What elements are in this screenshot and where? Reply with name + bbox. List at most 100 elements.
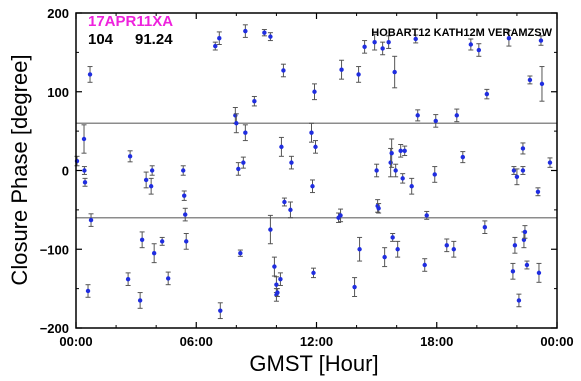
point-marker [510, 269, 516, 274]
data-point [148, 177, 154, 195]
point-marker [451, 247, 456, 252]
point-marker [309, 130, 314, 135]
point-marker [288, 207, 293, 213]
y-tick-label: 200 [47, 6, 69, 21]
value-label: 91.24 [135, 31, 173, 48]
point-marker [395, 247, 400, 252]
data-point [522, 225, 528, 239]
data-point [514, 168, 520, 186]
data-point [87, 66, 93, 83]
point-marker [514, 174, 520, 179]
point-marker [524, 262, 530, 268]
data-point [137, 292, 143, 309]
experiment-label: 17APR11XA [88, 13, 173, 30]
data-point [454, 108, 460, 123]
point-marker [389, 150, 394, 156]
point-marker [535, 189, 541, 194]
point-marker [356, 72, 361, 77]
data-point [524, 260, 530, 270]
data-point [484, 88, 490, 100]
data-point [267, 214, 273, 245]
data-point [277, 272, 283, 286]
point-marker [409, 184, 414, 189]
data-point [81, 166, 87, 175]
point-marker [433, 118, 438, 124]
data-point [521, 231, 527, 249]
point-marker [81, 136, 87, 142]
data-point [512, 236, 518, 254]
point-marker [236, 166, 241, 172]
point-marker [243, 28, 248, 34]
data-point [451, 240, 457, 258]
data-point [527, 75, 533, 85]
y-tick-label: −200 [40, 321, 69, 336]
point-marker [392, 69, 397, 75]
point-marker [393, 168, 398, 173]
point-marker [268, 227, 273, 232]
data-point [85, 284, 91, 298]
point-marker [127, 154, 133, 159]
data-point [535, 187, 541, 197]
data-point [235, 162, 241, 176]
point-marker [82, 168, 87, 173]
point-marker [310, 184, 315, 189]
data-point [390, 233, 396, 242]
point-marker [380, 46, 385, 51]
data-point [151, 243, 157, 264]
point-marker [243, 130, 248, 135]
point-marker [149, 168, 155, 173]
data-point [398, 144, 404, 158]
point-marker [279, 144, 284, 150]
data-point [311, 83, 317, 101]
point-marker [339, 67, 344, 72]
data-point [82, 177, 88, 187]
point-marker [311, 270, 316, 276]
point-marker [372, 39, 377, 45]
point-marker [424, 213, 429, 218]
point-marker [468, 42, 474, 47]
point-marker [520, 146, 526, 151]
point-marker [400, 176, 405, 181]
data-point [409, 177, 415, 195]
point-marker [506, 36, 512, 41]
x-tick-label: 00:00 [540, 334, 573, 349]
data-point [242, 124, 248, 142]
baselines-label: HOBART12 KATH12M VERAMZSW [371, 27, 552, 39]
data-point [520, 142, 526, 155]
data-point [380, 41, 386, 56]
data-point [468, 38, 474, 51]
point-marker [432, 172, 437, 177]
data-point [267, 32, 273, 42]
data-point [217, 302, 223, 320]
data-point [237, 249, 243, 257]
point-marker [82, 180, 88, 185]
plot-frame [75, 12, 558, 329]
point-marker [165, 276, 171, 281]
x-tick-label: 00:00 [59, 334, 92, 349]
point-marker [289, 160, 294, 165]
point-marker [151, 250, 157, 256]
data-point [362, 40, 368, 54]
data-point [212, 41, 218, 51]
data-point [539, 66, 545, 102]
point-marker [536, 270, 542, 276]
point-marker [376, 206, 381, 211]
data-point [81, 124, 87, 154]
point-marker [390, 235, 395, 240]
data-point [312, 140, 318, 154]
data-point [444, 238, 450, 253]
point-marker [262, 30, 267, 35]
data-point [308, 122, 314, 143]
data-point [386, 35, 392, 49]
point-marker [538, 38, 544, 43]
point-marker [272, 264, 277, 269]
point-marker [374, 168, 379, 173]
point-marker [238, 250, 243, 256]
data-point [232, 107, 238, 124]
y-tick-label: 0 [62, 164, 69, 179]
data-point [127, 150, 133, 163]
data-point [288, 155, 294, 170]
point-marker [313, 144, 318, 150]
point-marker [352, 284, 357, 290]
data-point [520, 166, 526, 175]
